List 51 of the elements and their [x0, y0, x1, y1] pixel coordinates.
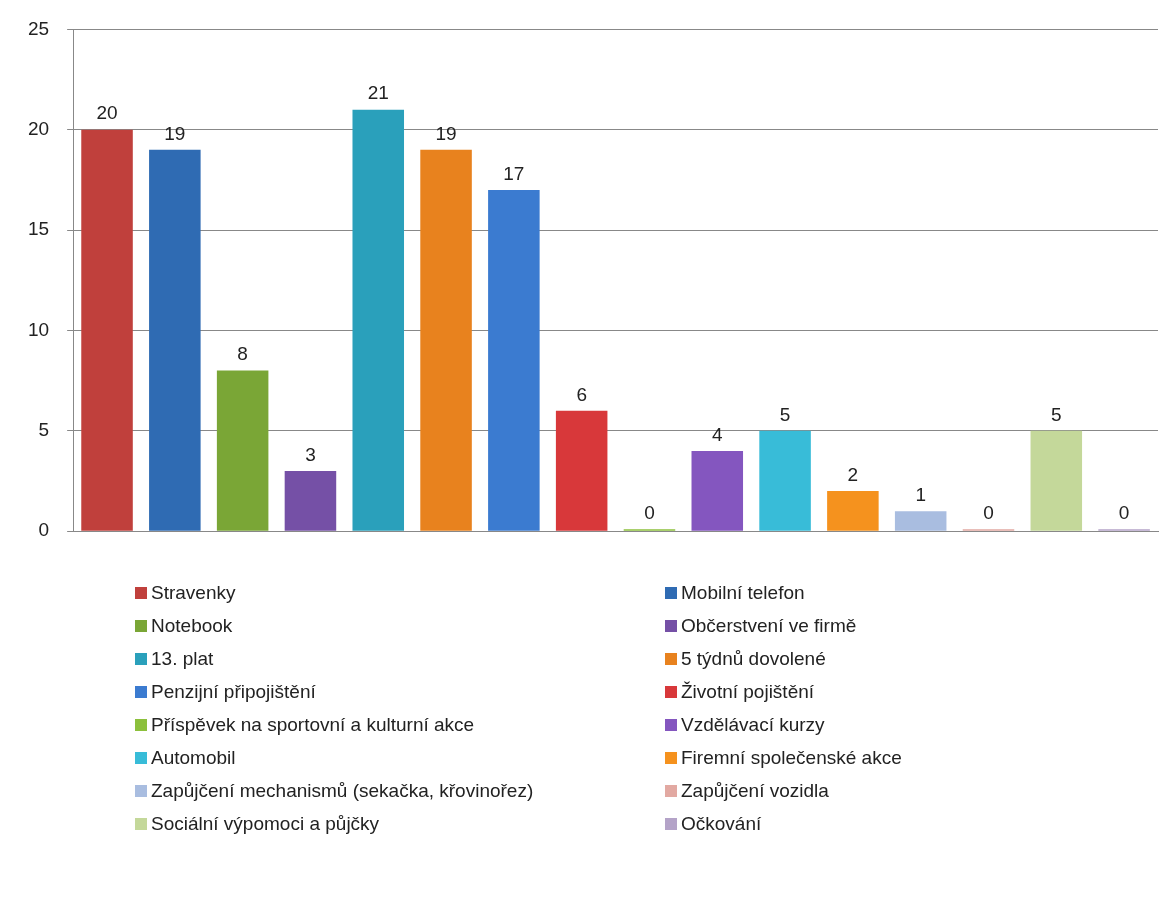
legend-label: Mobilní telefon — [680, 580, 806, 605]
legend-label: Příspěvek na sportovní a kulturní akce — [150, 712, 476, 737]
y-tick-label: 20 — [27, 117, 50, 139]
bar — [81, 129, 133, 531]
y-tick-label: 5 — [38, 419, 50, 441]
data-label: 5 — [779, 403, 791, 425]
legend-label: Automobil — [150, 745, 237, 770]
bar — [894, 511, 947, 531]
bar — [352, 109, 405, 531]
bar — [691, 450, 744, 531]
legend-label: Penzijní připojištění — [150, 679, 317, 704]
legend-label: Notebook — [150, 613, 234, 638]
data-label: 3 — [305, 443, 316, 465]
bar — [284, 470, 337, 531]
bar — [827, 491, 879, 531]
bar — [488, 189, 540, 531]
bar — [1030, 430, 1083, 531]
data-label: 1 — [915, 483, 926, 505]
legend-label: Zapůjčení vozidla — [680, 778, 830, 803]
data-label: 6 — [576, 383, 587, 405]
legend-label: 5 týdnů dovolené — [680, 646, 827, 671]
legend-label: Zapůjčení mechanismů (sekačka, křovinořez) — [150, 778, 535, 803]
data-label: 20 — [96, 102, 118, 124]
legend-label: 13. plat — [150, 646, 215, 671]
bar — [759, 430, 811, 531]
bar — [555, 410, 608, 531]
data-label: 19 — [164, 122, 186, 144]
legend-label: Životní pojištění — [680, 679, 816, 704]
data-label: 4 — [711, 423, 723, 445]
data-label: 0 — [983, 501, 994, 523]
y-tick-label: 15 — [27, 218, 50, 240]
bar — [420, 149, 472, 531]
y-tick-label: 0 — [38, 519, 50, 541]
legend-label: Občerstvení ve firmě — [680, 613, 858, 638]
y-tick-label: 10 — [27, 318, 50, 340]
legend-label: Stravenky — [150, 580, 237, 605]
data-label: 0 — [1118, 501, 1130, 523]
data-label: 19 — [435, 122, 457, 144]
data-label: 17 — [503, 162, 525, 184]
legend-label: Firemní společenské akce — [680, 745, 903, 770]
data-label: 21 — [367, 82, 389, 104]
data-label: 8 — [237, 343, 248, 365]
y-tick-label: 25 — [27, 17, 50, 39]
bar — [149, 149, 201, 531]
legend-label: Sociální výpomoci a půjčky — [150, 811, 381, 836]
legend-label: Vzdělávací kurzy — [680, 712, 826, 737]
legend-label: Očkování — [680, 811, 763, 836]
data-label: 0 — [644, 501, 655, 523]
bar — [216, 370, 269, 531]
data-label: 5 — [1051, 403, 1062, 425]
data-label: 2 — [847, 463, 859, 485]
